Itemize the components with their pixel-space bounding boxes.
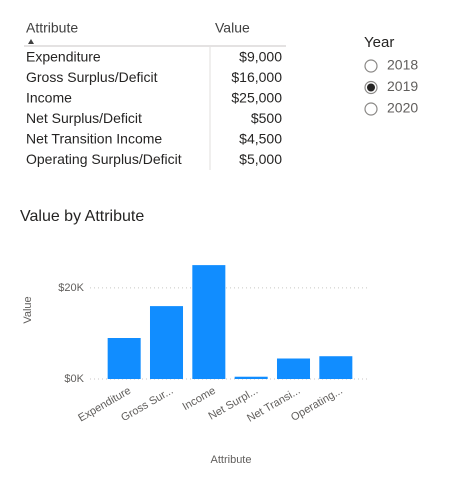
radio-button[interactable]: [364, 59, 378, 73]
y-axis-title: Value: [22, 296, 34, 323]
radio-button[interactable]: [364, 102, 378, 116]
y-tick-label: $0K: [64, 373, 84, 385]
table-cell: Income: [26, 90, 72, 106]
y-tick-label: $20K: [58, 282, 84, 294]
table-cell: $4,500: [239, 131, 282, 147]
slicer-title: Year: [364, 34, 394, 51]
table-cell: $25,000: [231, 90, 282, 106]
sort-arrow[interactable]: [28, 39, 34, 44]
radio-label[interactable]: 2019: [387, 78, 418, 94]
table-cell: Expenditure: [26, 49, 101, 65]
table-cell: $16,000: [231, 69, 282, 85]
bar[interactable]: [149, 306, 184, 379]
bar[interactable]: [192, 265, 226, 379]
radio-label[interactable]: 2020: [387, 100, 418, 116]
table-cell: $5,000: [239, 151, 282, 167]
bar[interactable]: [319, 356, 353, 379]
radio-dot[interactable]: [367, 83, 375, 92]
table-cell: Net Transition Income: [26, 131, 162, 147]
chart-title: Value by Attribute: [20, 208, 144, 225]
bar[interactable]: [107, 338, 141, 379]
x-axis-title: Attribute: [211, 454, 252, 466]
bar[interactable]: [276, 358, 311, 380]
column-header[interactable]: Attribute: [26, 20, 78, 36]
table-cell: Operating Surplus/Deficit: [26, 151, 182, 167]
column-header[interactable]: Value: [215, 20, 250, 36]
table-cell: $9,000: [239, 49, 282, 65]
table-cell: $500: [251, 110, 282, 126]
bar[interactable]: [234, 376, 268, 379]
table-cell: Gross Surplus/Deficit: [26, 69, 158, 85]
table-cell: Net Surplus/Deficit: [26, 110, 142, 126]
radio-label[interactable]: 2018: [387, 57, 418, 73]
